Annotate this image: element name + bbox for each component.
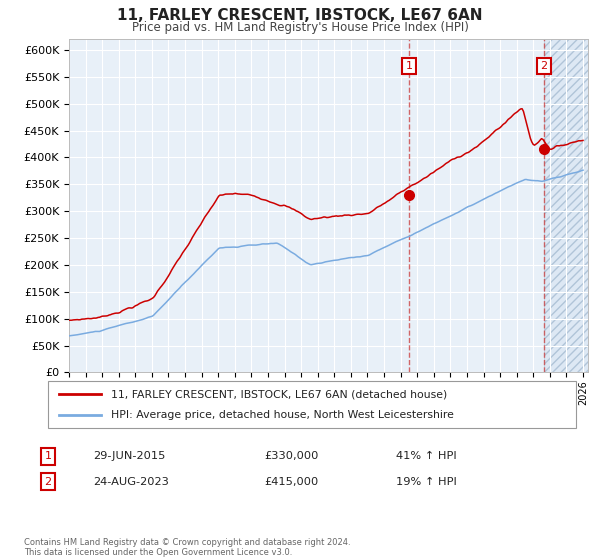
Text: HPI: Average price, detached house, North West Leicestershire: HPI: Average price, detached house, Nort… bbox=[112, 410, 454, 420]
Text: Contains HM Land Registry data © Crown copyright and database right 2024.
This d: Contains HM Land Registry data © Crown c… bbox=[24, 538, 350, 557]
Text: 11, FARLEY CRESCENT, IBSTOCK, LE67 6AN: 11, FARLEY CRESCENT, IBSTOCK, LE67 6AN bbox=[117, 8, 483, 24]
Text: 2: 2 bbox=[44, 477, 52, 487]
Text: Price paid vs. HM Land Registry's House Price Index (HPI): Price paid vs. HM Land Registry's House … bbox=[131, 21, 469, 34]
Bar bbox=[544, 39, 596, 372]
Text: 29-JUN-2015: 29-JUN-2015 bbox=[93, 451, 166, 461]
Text: 24-AUG-2023: 24-AUG-2023 bbox=[93, 477, 169, 487]
Text: £330,000: £330,000 bbox=[264, 451, 319, 461]
Text: 19% ↑ HPI: 19% ↑ HPI bbox=[396, 477, 457, 487]
Text: 1: 1 bbox=[406, 61, 412, 71]
FancyBboxPatch shape bbox=[48, 381, 576, 428]
Text: 41% ↑ HPI: 41% ↑ HPI bbox=[396, 451, 457, 461]
Text: 11, FARLEY CRESCENT, IBSTOCK, LE67 6AN (detached house): 11, FARLEY CRESCENT, IBSTOCK, LE67 6AN (… bbox=[112, 389, 448, 399]
Text: 1: 1 bbox=[44, 451, 52, 461]
Text: 2: 2 bbox=[541, 61, 548, 71]
Text: £415,000: £415,000 bbox=[264, 477, 318, 487]
